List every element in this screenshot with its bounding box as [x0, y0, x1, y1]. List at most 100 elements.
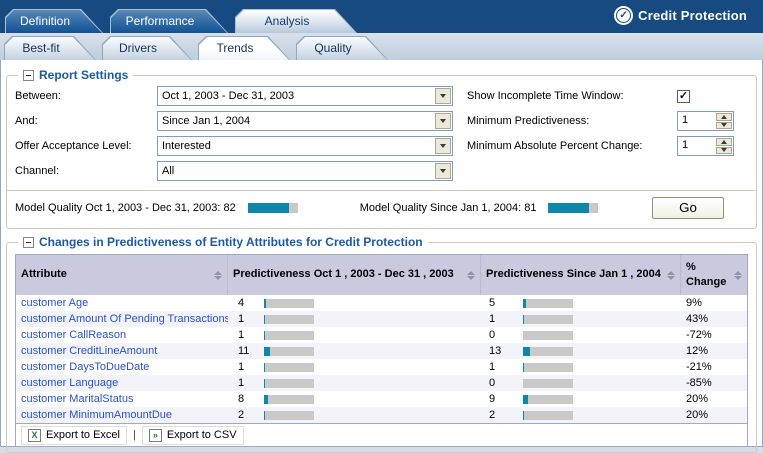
tab-best-fit[interactable]: Best-fit: [4, 36, 96, 60]
percent-change-value: -85%: [686, 377, 712, 389]
attribute-link[interactable]: customer Age: [21, 297, 89, 309]
predictiveness-changes-section: Changes in Predictiveness of Entity Attr…: [6, 235, 757, 453]
predictiveness-1-bar: [264, 362, 314, 372]
report-settings-legend: Report Settings: [18, 68, 133, 82]
export-to-excel-button[interactable]: X Export to Excel: [21, 425, 127, 445]
predictiveness-2-bar: [523, 314, 573, 324]
predictiveness-changes-title: Changes in Predictiveness of Entity Attr…: [39, 235, 423, 249]
table-row: customer Language 1 0 -85%: [16, 375, 747, 391]
predictiveness-changes-legend: Changes in Predictiveness of Entity Attr…: [18, 235, 428, 249]
tab-analysis[interactable]: Analysis: [235, 9, 357, 33]
min-predictiveness-label: Minimum Predictiveness:: [467, 115, 590, 127]
predictiveness-2-bar: [523, 330, 573, 340]
attribute-link[interactable]: customer CallReason: [21, 329, 127, 341]
sort-icon[interactable]: [667, 270, 677, 280]
dropdown-arrow-icon[interactable]: [435, 113, 451, 129]
predictiveness-2-bar: [523, 378, 573, 388]
sub-tab-bar: Best-fit Drivers Trends Quality: [0, 33, 763, 60]
percent-change-value: 20%: [686, 409, 709, 421]
column-header-predictiveness-1[interactable]: Predictiveness Oct 1 , 2003 - Dec 31 , 2…: [228, 255, 481, 295]
csv-icon: »: [148, 428, 162, 442]
predictiveness-2-value: 1: [489, 361, 496, 373]
export-to-csv-button[interactable]: » Export to CSV: [141, 425, 244, 445]
spinner-up-icon[interactable]: [716, 138, 732, 146]
divider: [7, 190, 756, 191]
offer-acceptance-level-label: Offer Acceptance Level:: [15, 140, 132, 152]
predictiveness-2-bar: [523, 394, 573, 404]
channel-label: Channel:: [15, 165, 60, 177]
attribute-link[interactable]: customer MaritalStatus: [21, 393, 134, 405]
attribute-link[interactable]: customer CreditLineAmount: [21, 345, 158, 357]
spinner-up-icon[interactable]: [716, 113, 732, 121]
sort-icon[interactable]: [214, 270, 224, 280]
attribute-link[interactable]: customer Language: [21, 377, 119, 389]
table-row: customer MinimumAmountDue 2 2 20%: [16, 407, 747, 423]
table-body: customer Age 4 5 9% customer Amount Of Pendi…: [16, 295, 747, 423]
sort-icon[interactable]: [734, 270, 744, 280]
table-row: customer DaysToDueDate 1 1 -21%: [16, 359, 747, 375]
tab-definition[interactable]: Definition: [5, 9, 103, 33]
model-quality-2-bar: [548, 203, 599, 213]
and-dropdown[interactable]: Since Jan 1, 2004: [157, 111, 453, 131]
predictiveness-1-bar: [264, 378, 314, 388]
percent-change-value: 9%: [686, 297, 702, 309]
between-dropdown[interactable]: Oct 1, 2003 - Dec 31, 2003: [157, 86, 453, 106]
dropdown-arrow-icon[interactable]: [435, 163, 451, 179]
predictiveness-1-bar: [264, 330, 314, 340]
table-row: customer Age 4 5 9%: [16, 295, 747, 311]
spinner-down-icon[interactable]: [716, 146, 732, 154]
incomplete-window-checkbox[interactable]: ✓: [677, 89, 690, 103]
predictiveness-1-bar: [264, 394, 314, 404]
collapse-icon[interactable]: [23, 69, 34, 81]
tab-drivers[interactable]: Drivers: [102, 36, 192, 60]
percent-change-value: 43%: [686, 313, 709, 325]
predictiveness-2-value: 0: [489, 329, 496, 341]
predictiveness-1-bar: [264, 410, 314, 420]
model-quality-1-label: Model Quality Oct 1, 2003 - Dec 31, 2003…: [15, 202, 236, 214]
attribute-link[interactable]: customer MinimumAmountDue: [21, 409, 172, 421]
dropdown-arrow-icon[interactable]: [435, 138, 451, 154]
predictiveness-1-value: 8: [238, 393, 245, 405]
offer-acceptance-level-dropdown[interactable]: Interested: [157, 136, 453, 156]
go-button[interactable]: Go: [652, 197, 724, 219]
table-row: customer MaritalStatus 8 9 20%: [16, 391, 747, 407]
table-row: customer Amount Of Pending Transactions 1…: [16, 311, 747, 327]
channel-dropdown[interactable]: All: [157, 161, 453, 181]
predictiveness-2-value: 13: [489, 345, 502, 357]
column-header-predictiveness-2[interactable]: Predictiveness Since Jan 1 , 2004: [481, 255, 681, 295]
app-header: ✓ Credit Protection Definition Performan…: [0, 0, 763, 33]
app-title: Credit Protection: [638, 8, 747, 23]
sort-icon[interactable]: [467, 270, 477, 280]
predictiveness-1-value: 2: [238, 409, 245, 421]
predictiveness-2-bar: [523, 362, 573, 372]
footer-separator: |: [132, 429, 136, 441]
attribute-link[interactable]: customer DaysToDueDate: [21, 361, 150, 373]
min-abs-percent-change-spinner[interactable]: 1: [677, 136, 734, 156]
predictiveness-1-value: 1: [238, 313, 245, 325]
tab-trends[interactable]: Trends: [198, 36, 290, 60]
content-area: Report Settings Between: Oct 1, 2003 - D…: [0, 60, 763, 453]
table-footer: X Export to Excel | » Export to CSV: [16, 423, 747, 446]
column-header-percent-change[interactable]: % Change: [681, 255, 747, 295]
predictiveness-2-value: 9: [489, 393, 496, 405]
min-predictiveness-spinner[interactable]: 1: [677, 111, 734, 131]
tab-quality[interactable]: Quality: [296, 36, 388, 60]
model-quality-1-bar: [247, 203, 298, 213]
spinner-down-icon[interactable]: [716, 121, 732, 129]
excel-icon: X: [28, 428, 41, 442]
tab-performance[interactable]: Performance: [110, 9, 228, 33]
model-quality-2-label: Model Quality Since Jan 1, 2004: 81: [359, 202, 537, 214]
predictiveness-2-bar: [523, 346, 573, 356]
percent-change-value: 20%: [686, 393, 709, 405]
predictiveness-1-value: 1: [238, 361, 245, 373]
collapse-icon[interactable]: [23, 236, 34, 248]
incomplete-window-label: Show Incomplete Time Window:: [467, 90, 624, 102]
predictiveness-2-bar: [523, 410, 573, 420]
dropdown-arrow-icon[interactable]: [435, 88, 451, 104]
column-header-attribute[interactable]: Attribute: [16, 255, 228, 295]
report-settings-section: Report Settings Between: Oct 1, 2003 - D…: [6, 68, 757, 229]
attribute-link[interactable]: customer Amount Of Pending Transactions: [21, 313, 228, 325]
predictiveness-1-bar: [264, 298, 314, 308]
app-brand: ✓ Credit Protection: [616, 8, 747, 23]
